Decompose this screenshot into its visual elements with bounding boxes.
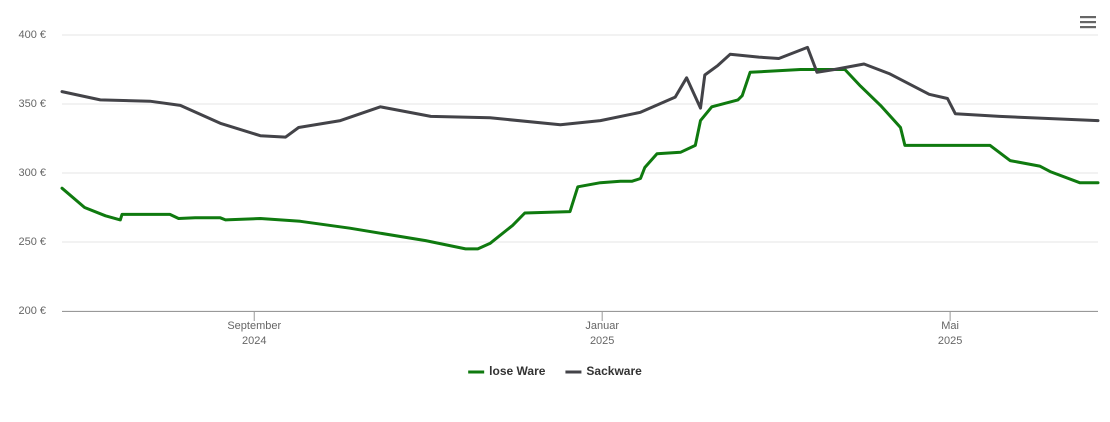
y-tick-label: 350 €	[18, 98, 46, 110]
y-tick-label: 200 €	[18, 305, 46, 317]
legend-label: lose Ware	[489, 364, 546, 378]
x-tick-label-line: 2025	[590, 335, 614, 347]
x-tick-label: Januar 2025	[585, 320, 619, 347]
x-tick-label-line: September	[227, 320, 281, 332]
x-tick-label: September 2024	[227, 320, 281, 347]
x-tick-label-line: 2024	[242, 335, 266, 347]
x-tick-label-line: 2025	[938, 335, 962, 347]
y-tick-label: 400 €	[18, 29, 46, 41]
menu-bar	[1080, 21, 1096, 24]
legend-item[interactable]: lose Ware	[468, 364, 546, 378]
y-tick-label: 300 €	[18, 167, 46, 179]
y-tick-label: 250 €	[18, 236, 46, 248]
legend-label: Sackware	[586, 364, 642, 378]
menu-bar	[1080, 26, 1096, 29]
x-tick-label-line: Januar	[585, 320, 619, 332]
x-tick-label: Mai 2025	[938, 320, 962, 347]
menu-icon[interactable]	[1078, 14, 1098, 30]
line-series	[60, 68, 1100, 251]
legend-item[interactable]: Sackware	[565, 364, 642, 378]
line-series	[60, 45, 1100, 139]
x-tick-label-line: Mai	[941, 320, 959, 332]
menu-bar	[1080, 16, 1096, 19]
legend: lose Ware Sackware	[468, 364, 642, 378]
